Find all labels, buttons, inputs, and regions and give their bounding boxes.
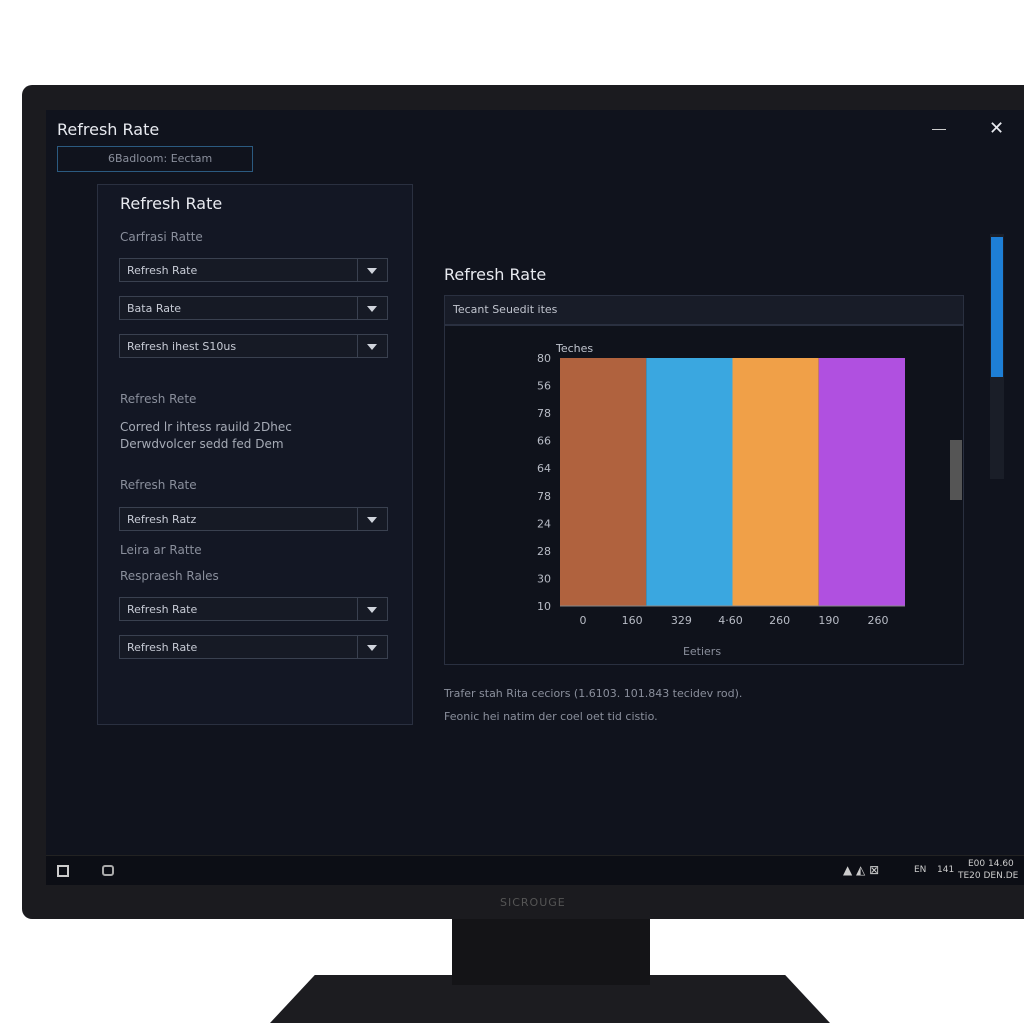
tray-lang: EN: [914, 865, 927, 875]
description: Derwdvolcer sedd fed Dem: [120, 437, 284, 451]
x-tick-label: 260: [868, 614, 889, 627]
x-tick-label: 4·60: [718, 614, 743, 627]
label: Leira ar Ratte: [120, 543, 202, 557]
x-tick-label: 329: [671, 614, 692, 627]
tray-num: 141: [937, 865, 955, 875]
start-button[interactable]: [57, 865, 69, 877]
select[interactable]: Tecant Seuedit ites: [444, 295, 964, 325]
y-tick-label: 24: [537, 517, 551, 530]
x-tick-label: 260: [769, 614, 790, 627]
chart-scrollbar[interactable]: [950, 440, 962, 500]
y-tick-label: 78: [537, 407, 551, 420]
caption: Feonic hei natim der coel oet tid cistio…: [444, 710, 658, 723]
dropdown[interactable]: Refresh Rate: [119, 597, 388, 621]
y-tick-label: 80: [537, 352, 551, 365]
tray-icons: ▲ ◭ ⊠: [843, 863, 880, 877]
label: Refresh Rate: [120, 478, 197, 492]
taskbar: ▲ ◭ ⊠ EN 141 E00 14.60 TE20 DEN.DE: [46, 855, 1024, 885]
dropdown[interactable]: Bata Rate: [119, 296, 388, 320]
label: Respraesh Rales: [120, 569, 219, 583]
close-button[interactable]: ✕: [989, 118, 1005, 139]
y-tick-label: 10: [537, 600, 551, 613]
bar: [732, 358, 819, 606]
right-heading: Refresh Rate: [444, 265, 547, 284]
scrollbar-thumb[interactable]: [991, 237, 1003, 377]
label: Carfrasi Ratte: [120, 230, 203, 244]
window-title: Refresh Rate: [57, 120, 160, 139]
left-heading: Refresh Rate: [120, 194, 223, 213]
y-tick-label: 30: [537, 572, 551, 585]
bar: [646, 358, 733, 606]
dropdown[interactable]: Refresh ihest S10us: [119, 334, 388, 358]
y-tick-label: 64: [537, 462, 551, 475]
bar: [818, 358, 905, 606]
dropdown[interactable]: Refresh Rate: [119, 258, 388, 282]
x-tick-label: 160: [622, 614, 643, 627]
breadcrumb[interactable]: 6Badloom: Eectam: [57, 146, 253, 172]
label: Refresh Rete: [120, 392, 197, 406]
dropdown[interactable]: Refresh Rate: [119, 635, 388, 659]
caption: Trafer stah Rita ceciors (1.6103. 101.84…: [444, 687, 743, 700]
y-tick-label: 28: [537, 545, 551, 558]
task-button[interactable]: [102, 865, 114, 876]
y-axis-label: Teches: [555, 342, 593, 355]
y-tick-label: 78: [537, 490, 551, 503]
description: Corred lr ihtess rauild 2Dhec: [120, 420, 292, 434]
y-tick-label: 66: [537, 435, 551, 448]
minimize-button[interactable]: [932, 129, 946, 130]
stand-neck: [452, 915, 650, 985]
y-tick-label: 56: [537, 380, 551, 393]
x-axis-label: Eetiers: [683, 645, 721, 658]
x-tick-label: 190: [818, 614, 839, 627]
clock-date: TE20 DEN.DE: [958, 871, 1019, 881]
brand: SICROUGE: [500, 896, 566, 909]
x-tick-label: 0: [580, 614, 587, 627]
dropdown[interactable]: Refresh Ratz: [119, 507, 388, 531]
clock-time: E00 14.60: [968, 859, 1014, 869]
bar: [560, 358, 647, 606]
